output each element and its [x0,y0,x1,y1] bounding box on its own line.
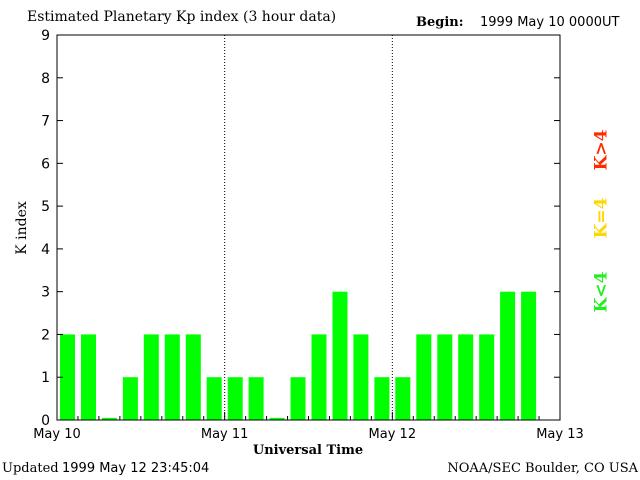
y-tick-label: 3 [41,285,50,301]
kp-bar [395,377,411,420]
legend-k-greater-4: K>4 [590,129,611,171]
chart-title: Estimated Planetary Kp index (3 hour dat… [27,9,337,25]
y-tick-label: 4 [41,242,50,258]
y-tick-label: 2 [41,327,50,343]
kp-bar [290,377,306,420]
y-axis-label: K index [14,201,30,255]
legend-k-less-4: K<4 [590,271,611,313]
y-tick-label: 9 [41,28,50,44]
kp-bar [143,334,159,420]
x-tick-label: May 10 [33,427,81,442]
kp-bar [206,377,222,420]
y-tick-label: 6 [41,156,50,172]
x-axis-ticks: May 10 May 11 May 12 May 13 [33,412,584,442]
kp-bar [81,334,96,420]
kp-bar [353,334,369,420]
y-tick-label: 8 [41,71,50,87]
kp-bar [185,334,201,420]
updated-value: 1999 May 12 23:45:04 [62,461,210,476]
bars-group [60,291,537,420]
kp-bar [248,377,264,420]
begin-value: 1999 May 10 0000UT [480,15,620,30]
kp-bar [416,334,432,420]
kp-bar [269,417,285,420]
updated-label: Updated [2,461,59,476]
x-tick-label: May 12 [369,427,417,442]
credit-text: NOAA/SEC Boulder, CO USA [447,461,638,476]
kp-bar [122,377,138,420]
begin-label: Begin: [416,15,464,30]
kp-bar [164,334,180,420]
y-tick-label: 7 [41,114,50,130]
x-tick-label: May 11 [201,427,249,442]
kp-bar [227,377,243,420]
kp-bar [374,377,390,420]
day-dividers [224,35,393,420]
kp-bar [437,334,453,420]
legend-k-equal-4: K=4 [590,197,611,239]
kp-bar [521,291,537,420]
kp-bar [458,334,474,420]
y-tick-label: 1 [41,370,50,386]
kp-bar [101,417,117,420]
y-tick-label: 0 [41,413,50,429]
kp-bar [311,334,327,420]
kp-bar [479,334,495,420]
y-axis-ticks: 0 1 2 3 4 5 6 7 8 9 [41,28,560,429]
y-tick-label: 5 [41,199,50,215]
x-axis-label: Universal Time [253,443,363,458]
x-tick-label: May 13 [536,427,584,442]
kp-bar [500,291,516,420]
kp-bar [332,291,348,420]
kp-bar [60,334,75,420]
